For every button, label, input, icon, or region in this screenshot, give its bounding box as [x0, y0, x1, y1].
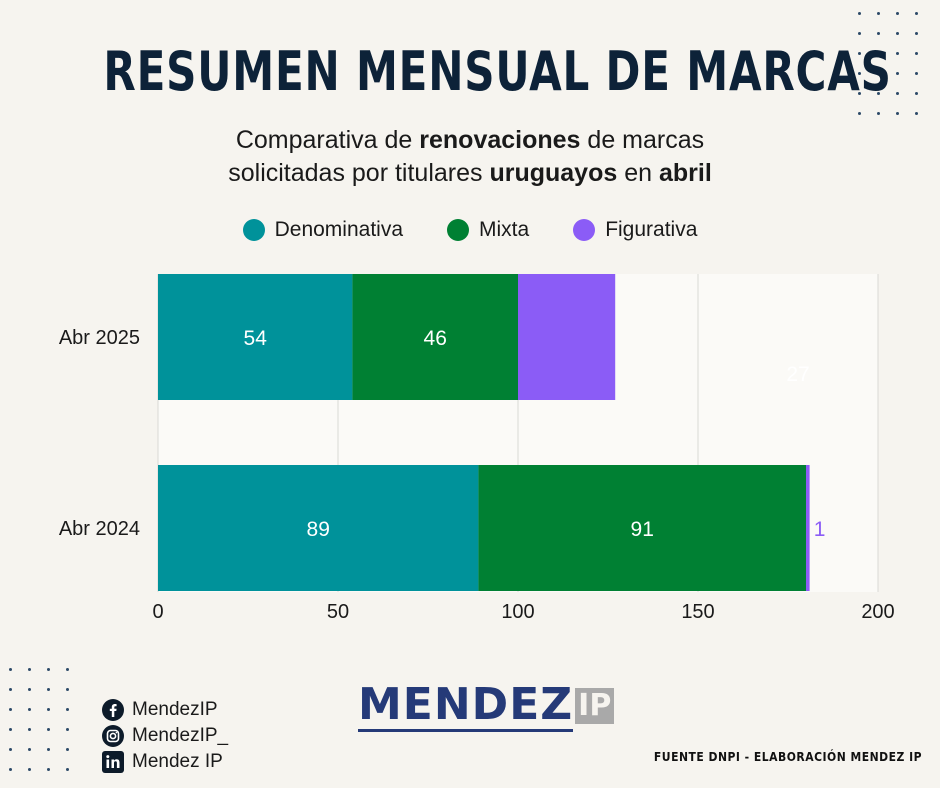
- logo-ip-badge: IP: [575, 688, 615, 724]
- data-label: 1: [814, 518, 826, 541]
- chart-subtitle: Comparativa de renovaciones de marcas sol…: [0, 124, 940, 190]
- subtitle-part-4: solicitadas por titulares: [228, 159, 490, 187]
- subtitle-part-5: uruguayos: [489, 159, 618, 187]
- bar-figurativa: [806, 465, 810, 591]
- data-label: 91: [631, 518, 654, 541]
- brand-logo: MENDEZ IP: [358, 679, 615, 732]
- legend-swatch: [242, 219, 265, 241]
- bar-denominativa: [158, 465, 479, 591]
- page-title: RESUMEN MENSUAL DE MARCAS: [103, 40, 892, 103]
- subtitle-part-7: abril: [658, 159, 712, 187]
- source-note: FUENTE DNPI - ELABORACIÓN MENDEZ IP: [653, 750, 922, 764]
- subtitle-part-6: en: [617, 159, 659, 187]
- legend-label: Mixta: [479, 218, 530, 241]
- legend-item-mixta: Mixta: [447, 218, 529, 242]
- instagram-icon: [102, 725, 124, 747]
- subtitle-part-0: Comparativa de: [235, 126, 420, 154]
- legend-item-denominativa: Denominativa: [242, 218, 403, 242]
- subtitle-part-2: de marcas: [580, 126, 705, 154]
- social-instagram-label: MendezIP_: [132, 725, 229, 746]
- data-label: 89: [307, 518, 330, 541]
- subtitle-part-1: renovaciones: [419, 126, 581, 154]
- stacked-bar-chart: 0 50 100 150 200 Abr 2025 54 46 27 Abr 2024 89 91 1: [59, 274, 895, 623]
- legend-item-figurativa: Figurativa: [573, 218, 697, 242]
- social-linkedin[interactable]: Mendez IP: [102, 749, 228, 775]
- logo-word: MENDEZ: [358, 679, 574, 732]
- x-tick-label: 0: [152, 601, 163, 623]
- chart-legend: Denominativa Mixta Figurativa: [0, 218, 940, 242]
- bar-mixta: [478, 465, 806, 591]
- decorative-dots-top-right: [858, 12, 918, 115]
- social-linkedin-label: Mendez IP: [132, 751, 223, 772]
- decorative-dots-bottom-left: [9, 668, 69, 771]
- x-tick-label: 50: [327, 601, 349, 623]
- data-label: 54: [244, 327, 268, 350]
- social-facebook[interactable]: MendezIP: [102, 697, 228, 723]
- social-instagram[interactable]: MendezIP_: [102, 723, 228, 749]
- x-tick-label: 150: [681, 601, 714, 623]
- data-label: 27: [786, 363, 809, 386]
- bar-denominativa: [158, 274, 353, 400]
- social-facebook-label: MendezIP: [132, 699, 218, 720]
- legend-swatch: [447, 219, 469, 241]
- x-tick-label: 200: [861, 601, 894, 623]
- data-label: 46: [424, 327, 447, 350]
- linkedin-icon: [102, 751, 124, 773]
- category-label: Abr 2024: [59, 518, 140, 540]
- facebook-icon: [102, 699, 124, 721]
- social-links: MendezIP MendezIP_ Mendez IP: [102, 697, 228, 775]
- legend-swatch: [573, 219, 596, 241]
- legend-label: Figurativa: [605, 218, 698, 241]
- category-label: Abr 2025: [59, 327, 140, 349]
- bar-mixta: [352, 274, 518, 400]
- bar-figurativa: [518, 274, 616, 400]
- x-tick-label: 100: [501, 601, 534, 623]
- legend-label: Denominativa: [274, 218, 403, 241]
